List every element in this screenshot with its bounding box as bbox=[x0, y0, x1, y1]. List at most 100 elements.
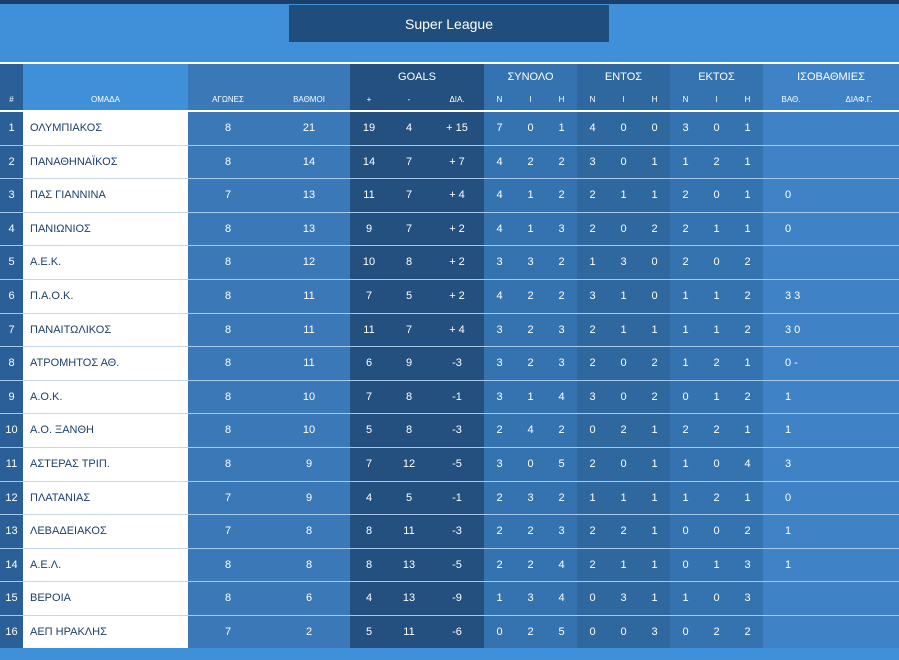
rank-column-bg bbox=[0, 64, 23, 648]
row-divider-rank bbox=[0, 178, 23, 179]
cell-d: 2 bbox=[527, 324, 534, 336]
column-header-played[interactable]: ΑΓΩΝΕΣ bbox=[212, 95, 244, 104]
cell-team[interactable]: Α.Ε.Λ. bbox=[30, 559, 62, 571]
column-header-home-w[interactable]: Ν bbox=[589, 95, 596, 104]
column-header-l[interactable]: Η bbox=[558, 95, 565, 104]
cell-away-l: 1 bbox=[744, 357, 751, 369]
row-divider-team bbox=[23, 245, 188, 246]
cell-tb-pts: 1 bbox=[785, 559, 792, 571]
cell-home-d: 2 bbox=[620, 424, 627, 436]
cell-away-l: 2 bbox=[744, 391, 751, 403]
cell-home-w: 0 bbox=[589, 626, 596, 638]
column-header-points[interactable]: ΒΑΘΜΟΙ bbox=[293, 95, 325, 104]
row-divider bbox=[188, 514, 899, 515]
row-divider bbox=[188, 481, 899, 482]
cell-home-l: 2 bbox=[651, 357, 658, 369]
cell-gf: 9 bbox=[365, 223, 373, 235]
cell-l: 5 bbox=[558, 458, 565, 470]
cell-team[interactable]: Π.Α.Ο.Κ. bbox=[30, 290, 74, 302]
cell-away-d: 1 bbox=[713, 324, 720, 336]
row-divider-rank bbox=[0, 548, 23, 549]
cell-team[interactable]: Α.Ο.Κ. bbox=[30, 391, 63, 403]
cell-team[interactable]: Α.Ε.Κ. bbox=[30, 256, 62, 268]
cell-points: 21 bbox=[302, 122, 316, 134]
cell-team[interactable]: ΑΣΤΕΡΑΣ ΤΡΙΠ. bbox=[30, 458, 110, 470]
cell-home-d: 0 bbox=[620, 357, 627, 369]
cell-played: 8 bbox=[224, 424, 232, 436]
column-header-ga[interactable]: - bbox=[407, 95, 411, 104]
cell-team[interactable]: ΠΛΑΤΑΝΙΑΣ bbox=[30, 492, 91, 504]
column-header-away-l[interactable]: Η bbox=[744, 95, 751, 104]
cell-ga: 7 bbox=[405, 156, 413, 168]
cell-team[interactable]: ΠΑΣ ΓΙΑΝΝΙΝΑ bbox=[30, 189, 106, 201]
group-header-goals: GOALS bbox=[398, 71, 436, 83]
cell-away-w: 3 bbox=[682, 122, 689, 134]
cell-away-d: 2 bbox=[713, 626, 720, 638]
row-divider-team bbox=[23, 514, 188, 515]
column-header-d[interactable]: Ι bbox=[529, 95, 532, 104]
cell-away-l: 2 bbox=[744, 290, 751, 302]
cell-away-l: 2 bbox=[744, 324, 751, 336]
cell-team[interactable]: ΟΛΥΜΠΙΑΚΟΣ bbox=[30, 122, 103, 134]
column-header-gf[interactable]: + bbox=[366, 95, 372, 104]
cell-gf: 5 bbox=[365, 626, 373, 638]
cell-home-w: 2 bbox=[589, 525, 596, 537]
cell-team[interactable]: ΠΑΝΑΘΗΝΑΪΚΟΣ bbox=[30, 156, 118, 168]
cell-points: 10 bbox=[302, 391, 316, 403]
column-header-rank[interactable]: # bbox=[9, 95, 14, 104]
cell-home-l: 1 bbox=[651, 592, 658, 604]
cell-points: 10 bbox=[302, 424, 316, 436]
cell-d: 2 bbox=[527, 357, 534, 369]
cell-ga: 4 bbox=[405, 122, 413, 134]
column-header-home-d[interactable]: Ι bbox=[622, 95, 625, 104]
column-header-team[interactable]: ΟΜΑΔΑ bbox=[91, 95, 120, 104]
cell-home-d: 3 bbox=[620, 256, 627, 268]
cell-d: 0 bbox=[527, 122, 534, 134]
cell-rank: 13 bbox=[5, 525, 18, 537]
cell-team[interactable]: ΠΑΝΑΙΤΩΛΙΚΟΣ bbox=[30, 324, 112, 336]
column-header-away-d[interactable]: Ι bbox=[715, 95, 718, 104]
cell-home-l: 0 bbox=[651, 256, 658, 268]
cell-home-l: 0 bbox=[651, 122, 658, 134]
cell-tb-pts: 0 bbox=[785, 223, 792, 235]
row-divider-rank bbox=[0, 413, 23, 414]
cell-away-d: 2 bbox=[713, 156, 720, 168]
column-header-tb-diff[interactable]: ΔΙΑΦ.Γ. bbox=[845, 95, 873, 104]
cell-points: 14 bbox=[302, 156, 316, 168]
cell-team[interactable]: ΠΑΝΙΩΝΙΟΣ bbox=[30, 223, 91, 235]
cell-team[interactable]: ΒΕΡΟΙΑ bbox=[30, 592, 71, 604]
cell-gd: + 4 bbox=[449, 189, 465, 201]
cell-l: 5 bbox=[558, 626, 565, 638]
cell-rank: 7 bbox=[8, 324, 15, 336]
cell-played: 8 bbox=[224, 122, 232, 134]
cell-away-d: 2 bbox=[713, 492, 720, 504]
column-header-gd[interactable]: ΔΙΑ. bbox=[449, 95, 465, 104]
cell-team[interactable]: Α.Ο. ΞΑΝΘΗ bbox=[30, 424, 94, 436]
cell-points: 12 bbox=[302, 256, 316, 268]
row-divider-rank bbox=[0, 245, 23, 246]
cell-team[interactable]: ΑΕΠ ΗΡΑΚΛΗΣ bbox=[30, 626, 107, 638]
cell-team[interactable]: ΑΤΡΟΜΗΤΟΣ ΑΘ. bbox=[30, 357, 120, 369]
cell-w: 2 bbox=[496, 492, 503, 504]
cell-tb-pts: 1 bbox=[785, 391, 792, 403]
cell-gf: 7 bbox=[365, 458, 373, 470]
cell-w: 4 bbox=[496, 223, 503, 235]
cell-home-l: 1 bbox=[651, 424, 658, 436]
cell-home-d: 1 bbox=[620, 189, 627, 201]
cell-played: 8 bbox=[224, 559, 232, 571]
cell-team[interactable]: ΛΕΒΑΔΕΙΑΚΟΣ bbox=[30, 525, 107, 537]
cell-w: 3 bbox=[496, 391, 503, 403]
cell-d: 2 bbox=[527, 626, 534, 638]
column-header-w[interactable]: Ν bbox=[496, 95, 503, 104]
cell-ga: 11 bbox=[403, 525, 415, 537]
column-header-home-l[interactable]: Η bbox=[651, 95, 658, 104]
cell-gd: -1 bbox=[452, 492, 462, 504]
cell-d: 1 bbox=[527, 391, 534, 403]
cell-away-w: 0 bbox=[682, 525, 689, 537]
column-header-away-w[interactable]: Ν bbox=[682, 95, 689, 104]
cell-gd: + 2 bbox=[449, 290, 465, 302]
cell-rank: 1 bbox=[8, 122, 15, 134]
column-header-tb-pts[interactable]: ΒΑΘ. bbox=[781, 95, 801, 104]
cell-l: 2 bbox=[558, 424, 565, 436]
row-divider bbox=[188, 581, 899, 582]
